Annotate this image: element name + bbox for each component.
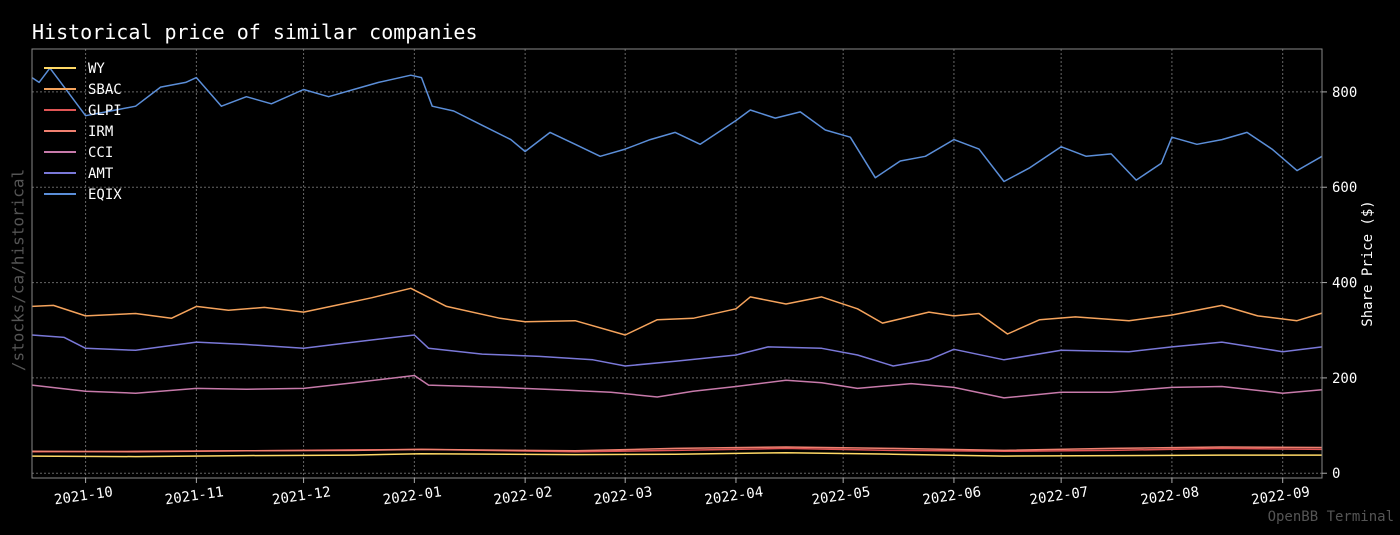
chart-title: Historical price of similar companies — [32, 20, 478, 44]
x-tick-label: 2022-08 — [1140, 484, 1201, 508]
series-line-eqix — [31, 67, 1323, 183]
grid — [32, 49, 1322, 478]
legend-label-sbac: SBAC — [88, 82, 122, 98]
y-tick-label: 800 — [1332, 85, 1357, 101]
legend-label-irm: IRM — [88, 124, 113, 140]
series-line-wy — [31, 451, 1322, 458]
x-tick-label: 2022-04 — [704, 484, 765, 508]
x-tick-label: 2022-06 — [922, 484, 983, 508]
y-axis: 0 200 400 600 800 — [1322, 85, 1357, 482]
x-tick-label: 2022-02 — [493, 484, 554, 508]
y-tick-label: 600 — [1332, 180, 1357, 196]
series-line-irm — [31, 446, 1323, 453]
legend-label-amt: AMT — [88, 166, 114, 182]
legend-label-glpi: GLPI — [88, 103, 122, 119]
series-line-cci — [31, 374, 1323, 399]
legend-label-cci: CCI — [88, 145, 113, 161]
x-tick-label: 2022-05 — [811, 484, 872, 508]
legend: WY SBAC GLPI IRM CCI AMT EQIX — [44, 61, 122, 203]
series-lines — [31, 67, 1323, 458]
x-tick-label: 2021-11 — [164, 484, 225, 508]
x-tick-label: 2021-10 — [53, 484, 114, 508]
y-tick-label: 0 — [1332, 466, 1340, 482]
series-line-sbac — [31, 287, 1323, 336]
x-tick-label: 2021-12 — [271, 484, 332, 508]
x-tick-label: 2022-09 — [1250, 484, 1311, 508]
x-axis: 2021-10 2021-11 2021-12 2022-01 2022-02 2022-… — [53, 478, 1311, 508]
plot-frame — [31, 48, 1323, 479]
y-tick-label: 200 — [1332, 371, 1357, 387]
legend-label-eqix: EQIX — [88, 187, 122, 203]
y-axis-label: Share Price ($) — [1360, 200, 1376, 326]
x-tick-label: 2022-03 — [593, 484, 654, 508]
y-tick-label: 400 — [1332, 276, 1357, 292]
x-tick-label: 2022-07 — [1029, 484, 1090, 508]
x-tick-label: 2022-01 — [382, 484, 443, 508]
series-line-amt — [31, 334, 1323, 367]
brand-watermark: OpenBB Terminal — [1267, 509, 1394, 525]
legend-label-wy: WY — [88, 61, 105, 77]
